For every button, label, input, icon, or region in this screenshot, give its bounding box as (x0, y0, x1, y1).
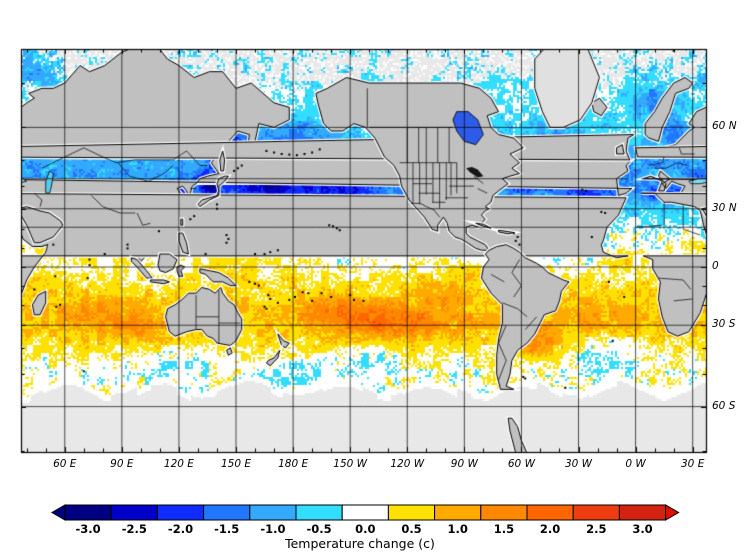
lon-axis-label: 30 W (564, 458, 593, 470)
colorbar-caption: Temperature change (c) (285, 536, 435, 551)
lon-axis-label: 150 W (333, 458, 368, 470)
colorbar-tick-label: -3.0 (75, 522, 101, 536)
lon-axis-label: 120 W (390, 458, 425, 470)
colorbar-tick-label: -2.0 (167, 522, 194, 536)
colorbar-tick-label: 2.5 (586, 522, 607, 536)
colorbar-tick-label: -2.5 (121, 522, 147, 536)
colorbar-tick-label: -1.5 (214, 522, 240, 536)
lat-axis-label: 30 S (712, 318, 736, 331)
colorbar-tick-label: 1.5 (493, 522, 515, 536)
lat-axis-label: 60 N (712, 120, 737, 133)
colorbar-tick-label: -1.0 (260, 522, 286, 536)
colorbar-tick-label: 0.5 (401, 522, 422, 536)
colorbar-tick-label: 1.0 (447, 522, 468, 536)
lon-axis-label: 0 W (625, 458, 646, 470)
lon-axis-label: 60 W (507, 458, 535, 470)
lat-axis-label: 0 (712, 260, 719, 272)
lat-axis-label: 60 S (712, 399, 736, 412)
colorbar-tick-label: 3.0 (632, 522, 653, 536)
lon-axis-label: 150 E (220, 458, 251, 470)
colorbar-tick-label: -0.5 (306, 522, 332, 536)
colorbar-tick-label: 0.0 (355, 522, 376, 536)
colorbar-tick-label: 2.0 (539, 522, 561, 536)
lon-axis-label: 120 E (163, 458, 194, 470)
lon-axis-label: 60 E (53, 458, 77, 470)
lon-axis-label: 90 W (450, 458, 478, 470)
lon-axis-label: 30 E (681, 458, 705, 470)
lat-axis-label: 30 N (712, 201, 737, 214)
lon-axis-label: 180 E (278, 458, 309, 470)
lon-axis-label: 90 E (110, 458, 134, 470)
